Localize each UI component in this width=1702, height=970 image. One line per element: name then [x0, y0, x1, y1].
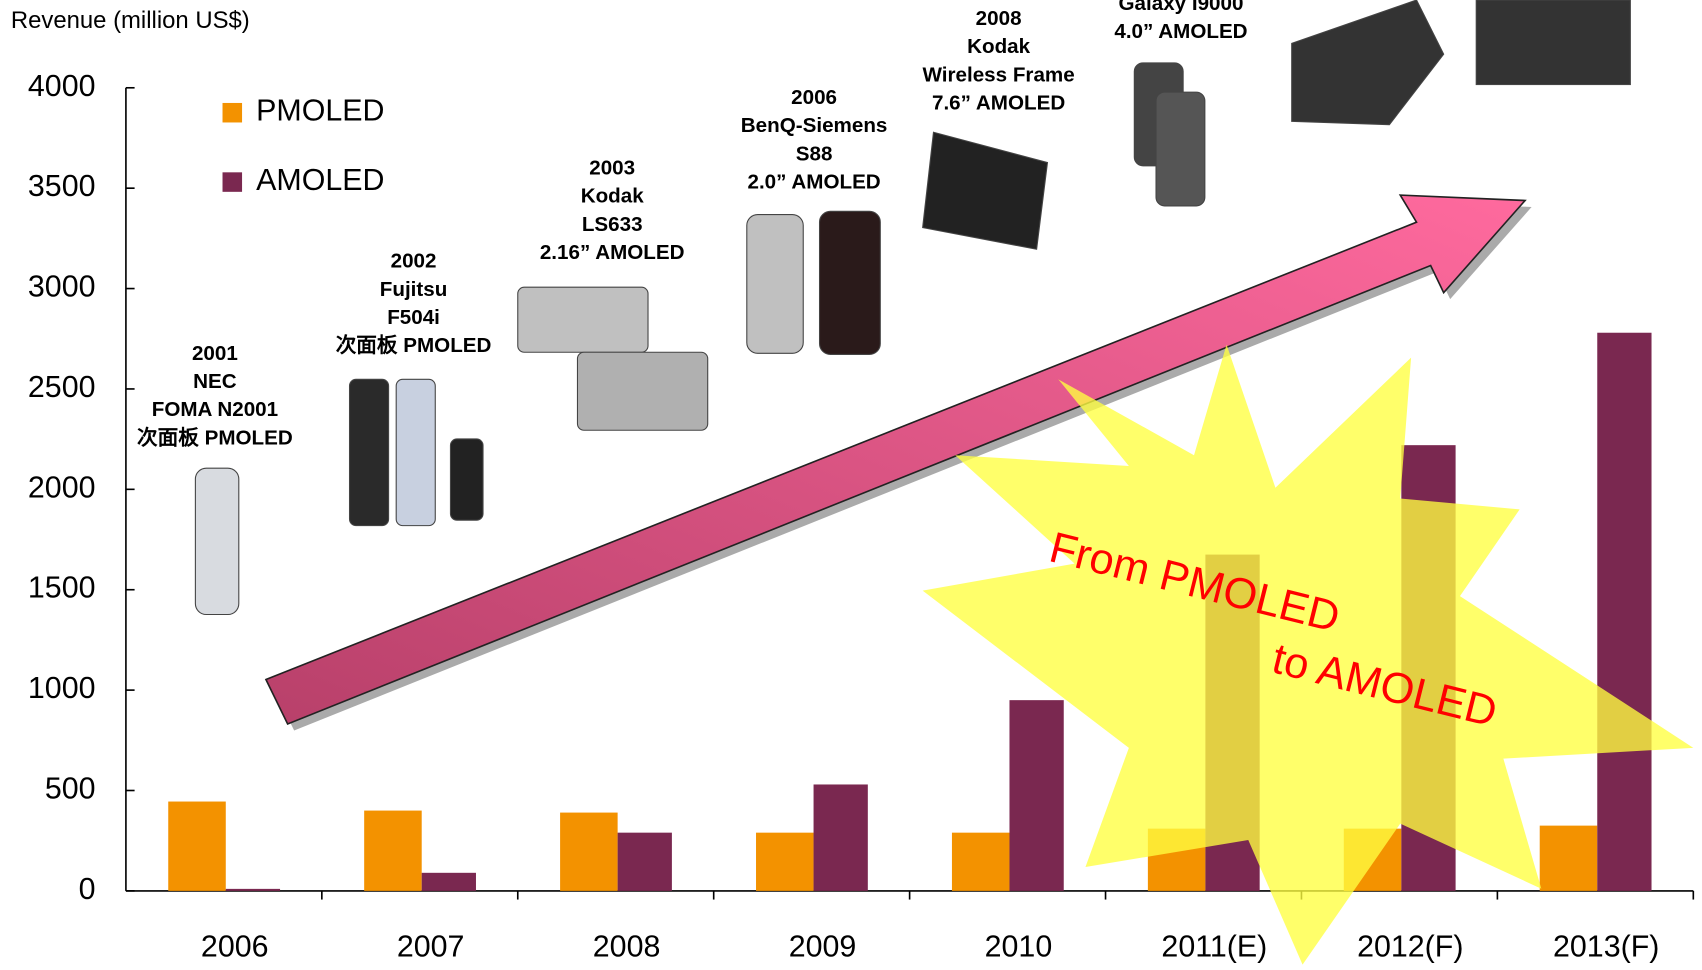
bar: [560, 813, 618, 891]
legend-label: AMOLED: [256, 164, 384, 197]
chart: Revenue (million US$) 0 500 1000 1500 2000 25…: [0, 0, 1702, 970]
y-tick-label: 2500: [28, 371, 96, 404]
legend-swatch: [223, 103, 243, 123]
x-tick-label: 2006: [201, 930, 269, 963]
annotation-text: 7.6” AMOLED: [932, 91, 1065, 114]
annotation-text: NEC: [193, 370, 237, 393]
phone-image: [747, 215, 803, 354]
annotation-text: 2.0” AMOLED: [747, 171, 880, 194]
annotation-text: 次面板 PMOLED: [137, 425, 293, 449]
annotation-text: BenQ-Siemens: [741, 114, 888, 137]
annotation-text: F504i: [387, 306, 440, 329]
x-tick-label: 2013(F): [1553, 930, 1659, 963]
annotation-text: 2006: [791, 86, 837, 109]
annotation-text: LS633: [582, 213, 643, 236]
y-tick-label: 4000: [28, 70, 96, 103]
phone-image: [350, 379, 389, 525]
frame-image: [923, 132, 1048, 249]
annotation-text: 2008: [976, 7, 1022, 30]
annotation-text: Kodak: [581, 185, 645, 208]
phone-image: [820, 211, 881, 354]
phone-image: [1476, 0, 1630, 85]
y-tick-label: 3000: [28, 271, 96, 304]
annotation-text: 次面板 PMOLED: [336, 333, 492, 357]
annotation-text: 4.0” AMOLED: [1114, 20, 1247, 43]
page: {"chart_data": {"type": "bar", "y_label"…: [0, 0, 1702, 970]
annotation-text: Wireless Frame: [923, 63, 1075, 86]
bar: [952, 833, 1010, 891]
bar: [1009, 700, 1063, 891]
annotation-text: S88: [796, 142, 833, 165]
x-tick-label: 2007: [397, 930, 465, 963]
bar: [756, 833, 814, 891]
bar: [226, 889, 280, 891]
phone-image: [396, 379, 435, 525]
y-tick-label: 500: [45, 773, 96, 806]
annotation-text: 2002: [391, 250, 437, 273]
y-tick-label: 3500: [28, 170, 96, 203]
annotation-text: Kodak: [967, 35, 1031, 58]
y-tick-label: 1000: [28, 672, 96, 705]
bar: [814, 784, 868, 890]
x-tick-label: 2012(F): [1357, 930, 1463, 963]
annotation-text: 2001: [192, 342, 238, 365]
bar: [168, 802, 226, 891]
y-tick-label: 0: [79, 873, 96, 906]
camera-image: [577, 352, 707, 430]
annotation-text: 2.16” AMOLED: [540, 241, 685, 264]
x-tick-label: 2010: [985, 930, 1053, 963]
legend-label: PMOLED: [256, 95, 384, 128]
bar: [618, 833, 672, 891]
bar: [1597, 333, 1651, 891]
x-tick-label: 2009: [789, 930, 857, 963]
phone-image: [195, 468, 238, 614]
annotation-text: Galaxy I9000: [1119, 0, 1244, 15]
y-axis-title: Revenue (million US$): [11, 7, 250, 34]
y-tick-label: 1500: [28, 572, 96, 605]
phone-image: [450, 439, 483, 520]
phone-image: [1292, 0, 1444, 125]
bar: [422, 873, 476, 891]
bar: [364, 811, 422, 891]
annotation-text: FOMA N2001: [152, 398, 278, 421]
y-tick-label: 2000: [28, 471, 96, 504]
camera-image: [518, 287, 648, 352]
annotation-text: 2003: [589, 157, 635, 180]
phone-image: [1156, 92, 1205, 206]
x-tick-label: 2008: [593, 930, 661, 963]
x-tick-label: 2011(E): [1161, 930, 1267, 963]
bar: [1540, 826, 1598, 891]
annotation-text: Fujitsu: [380, 278, 448, 301]
legend-swatch: [223, 172, 243, 192]
